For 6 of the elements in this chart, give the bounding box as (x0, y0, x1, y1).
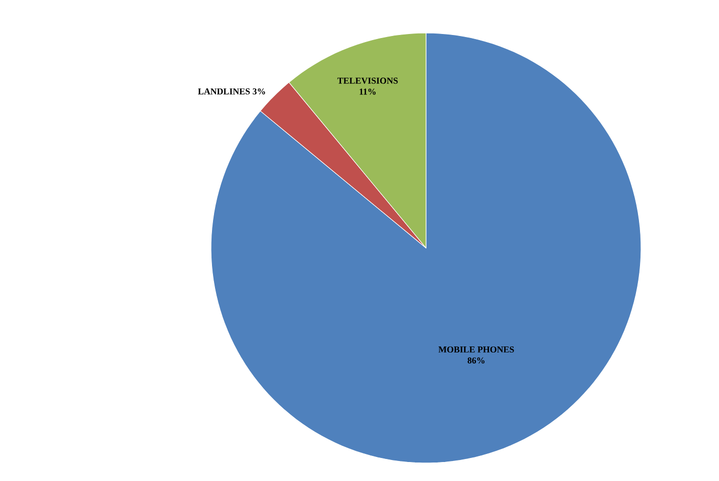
slice-label: LANDLINES (198, 88, 250, 94)
data-label: 3% (252, 88, 266, 94)
data-label: 11% (360, 88, 376, 95)
slice-label: MOBILE PHONES (438, 346, 514, 353)
slice-label: TELEVISIONS (337, 78, 398, 84)
data-label: 86% (468, 357, 484, 364)
